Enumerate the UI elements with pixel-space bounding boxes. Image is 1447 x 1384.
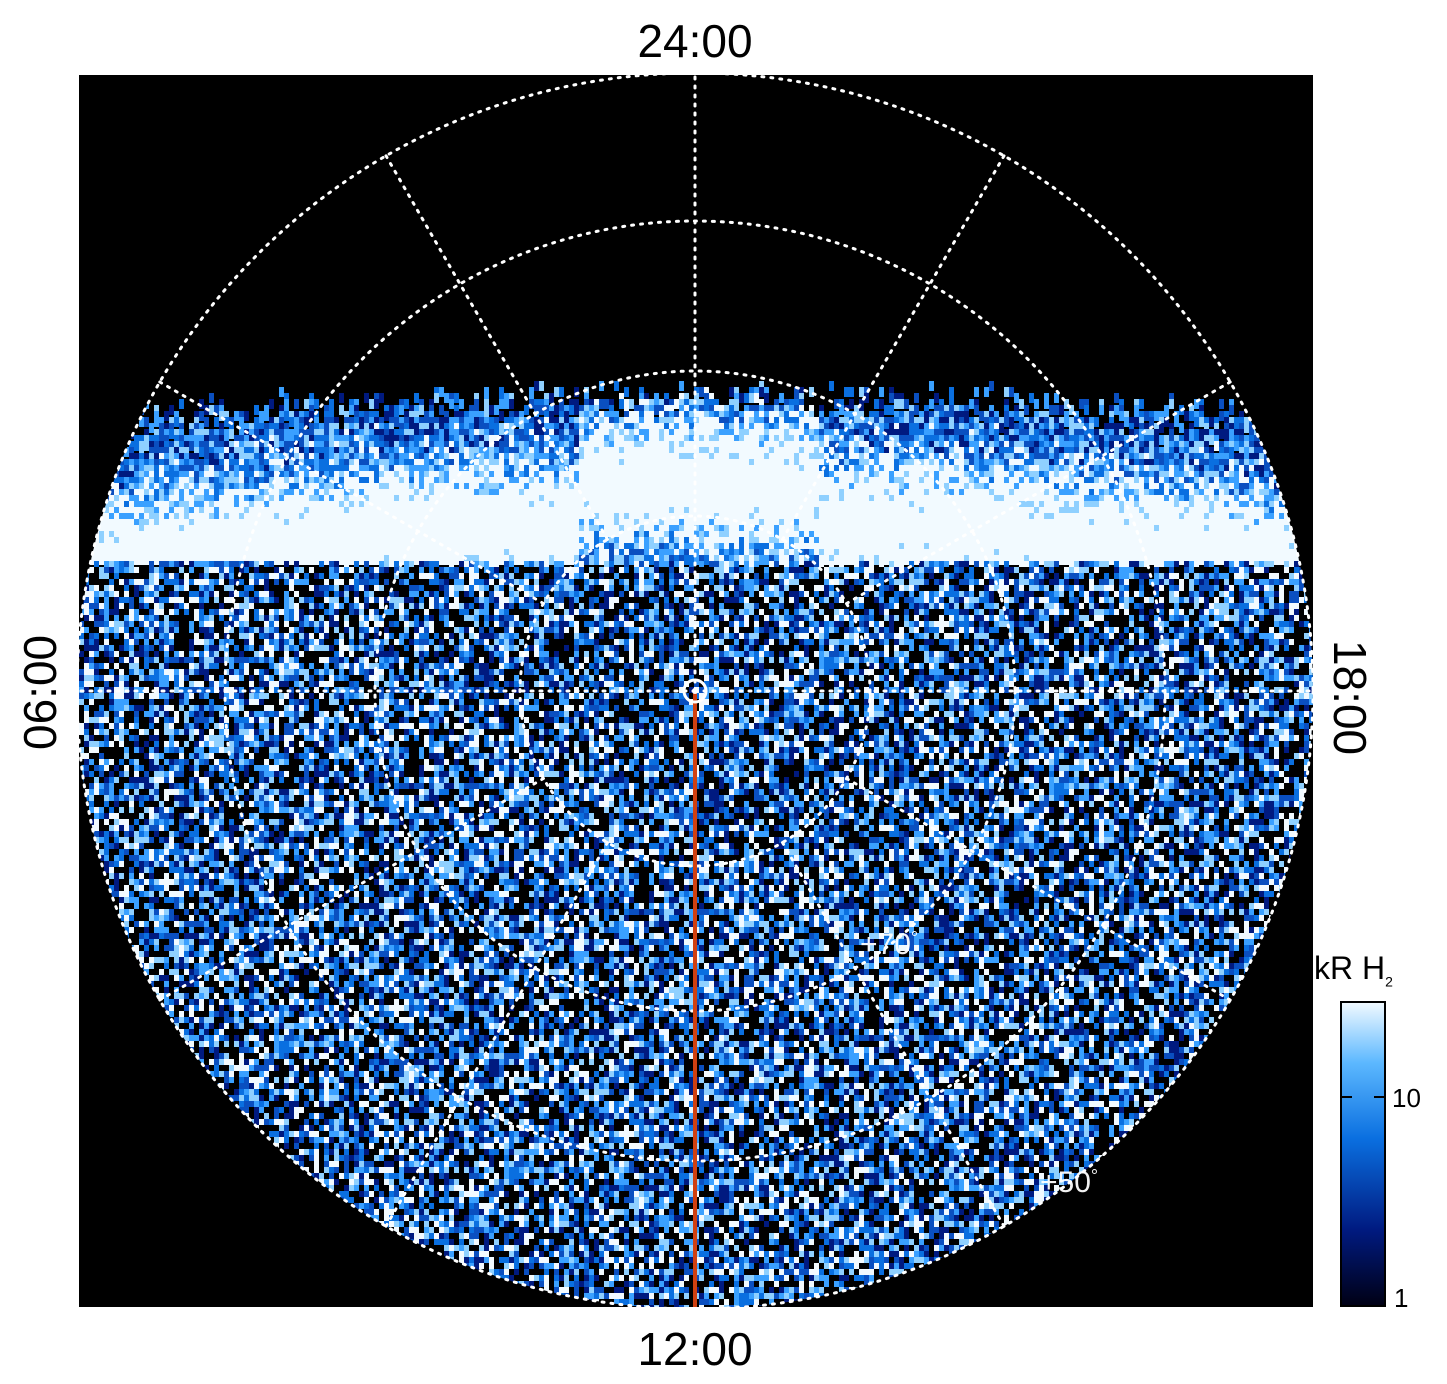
latitude-circle-50 [373, 369, 1017, 1013]
label-noon: 12:00 [0, 1322, 1390, 1376]
pole-dot [692, 688, 698, 694]
label-midnight: 24:00 [0, 14, 1390, 68]
latitude-label-70: +70° [860, 928, 918, 962]
colorbar-fill [1340, 1001, 1386, 1307]
colorbar-tick-10: 10 [1392, 1083, 1421, 1114]
label-dusk: 18:00 [1323, 640, 1377, 755]
label-dawn: 06:00 [13, 635, 67, 750]
colorbar [1340, 1001, 1386, 1307]
latitude-label-50: +50° [1040, 1166, 1098, 1200]
latitude-circle-inner [518, 514, 872, 868]
colorbar-unit-label: kR H2 [1314, 950, 1393, 989]
pole-marker [682, 678, 708, 704]
colorbar-tick-1: 1 [1394, 1283, 1408, 1314]
